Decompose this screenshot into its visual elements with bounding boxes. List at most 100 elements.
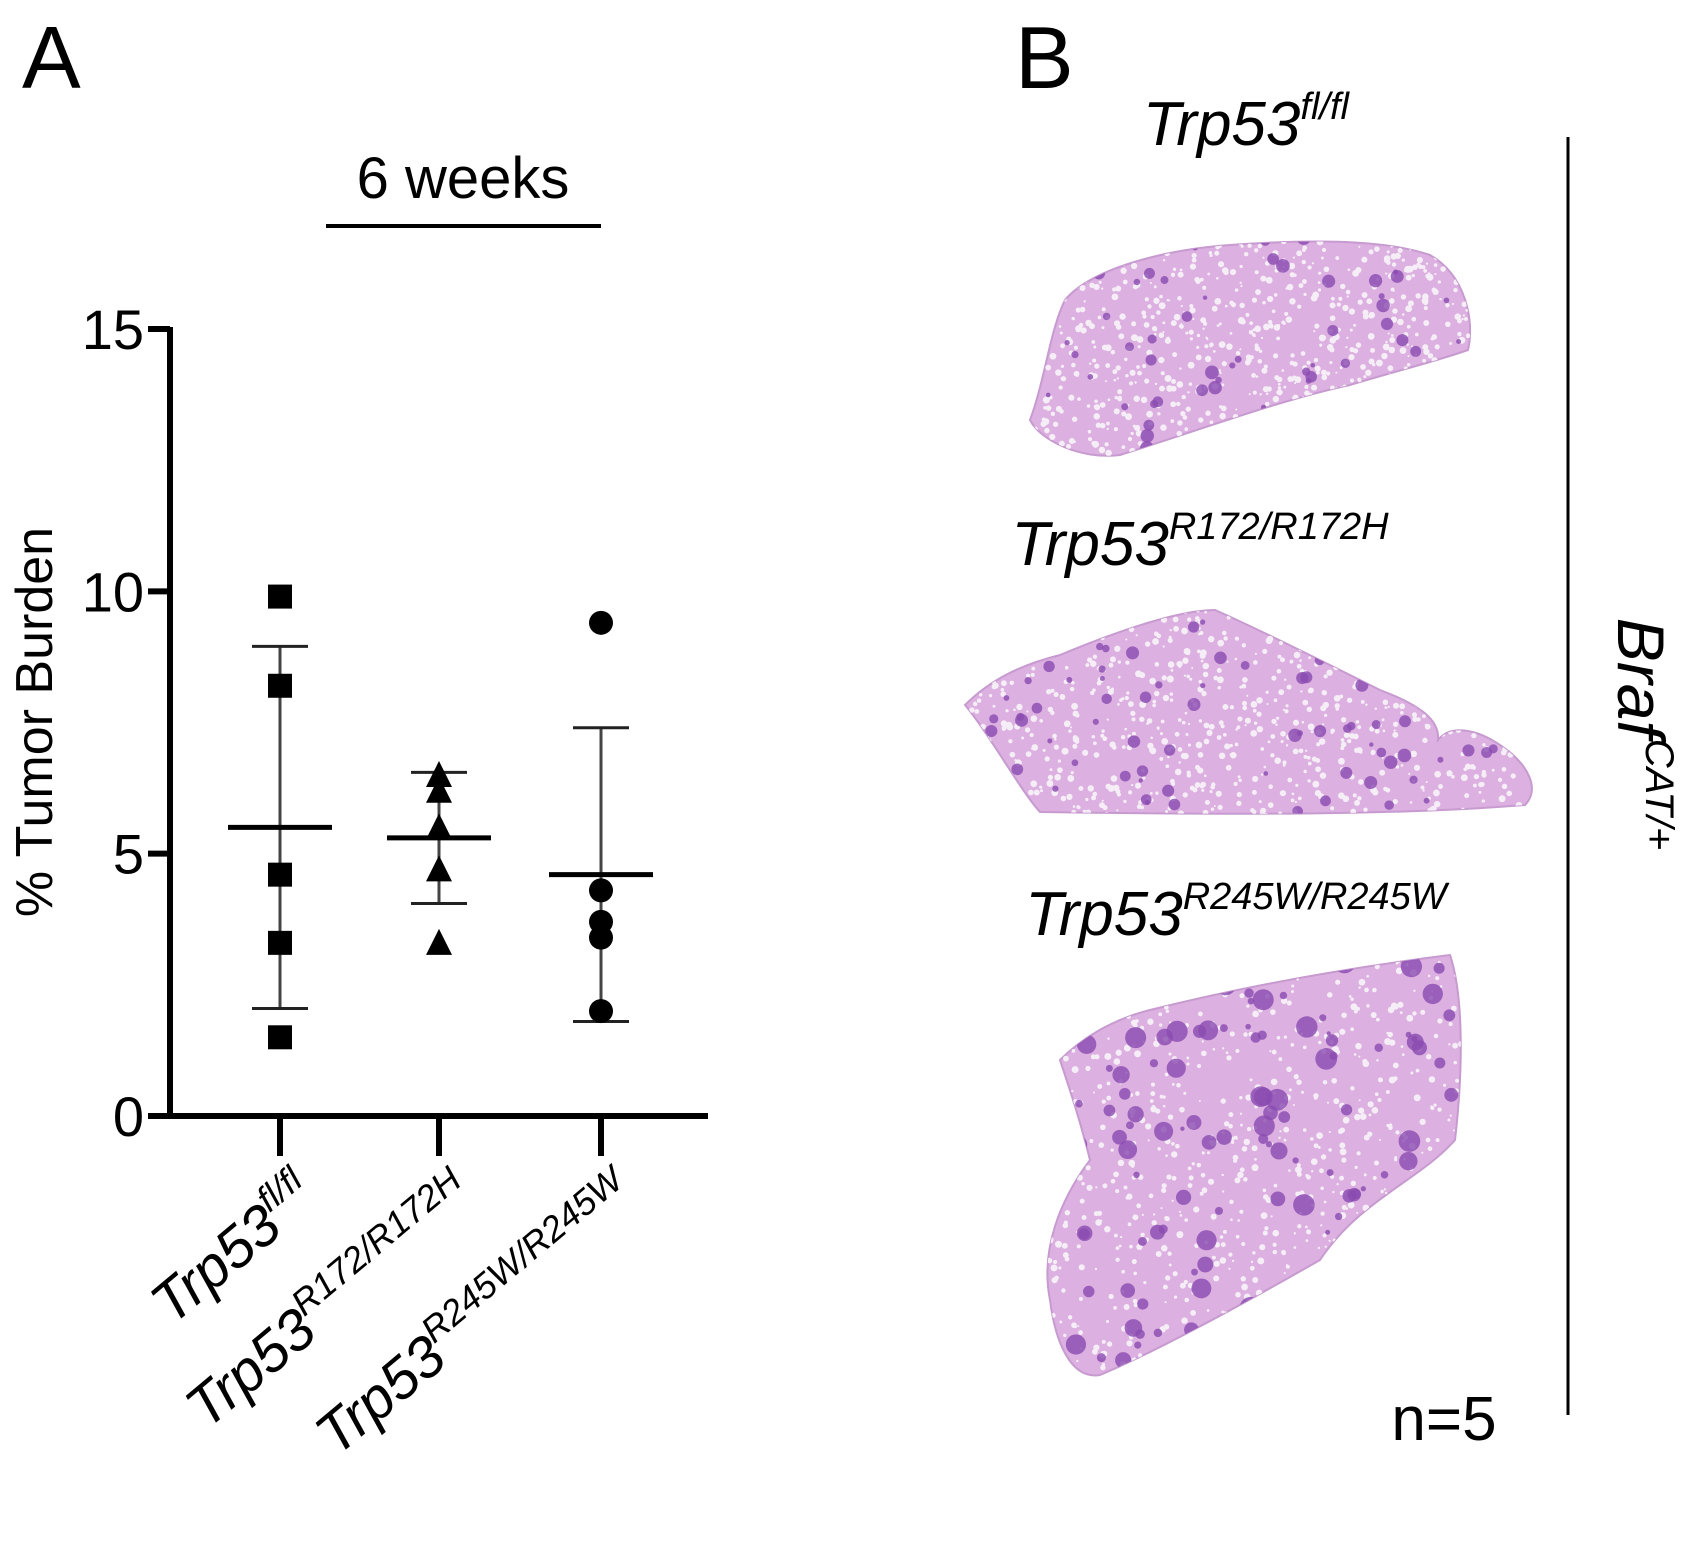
tissue-speck <box>1272 395 1280 403</box>
tissue-speck <box>1030 279 1036 285</box>
tissue-speck <box>1198 719 1203 723</box>
tissue-speck <box>1302 245 1308 251</box>
tissue-speck <box>1310 423 1314 427</box>
tumor-focus <box>1221 452 1233 456</box>
tumor-focus <box>1443 297 1450 304</box>
tumor-focus <box>1126 1121 1134 1130</box>
tissue-speck <box>1306 755 1311 760</box>
tissue-speck <box>1049 983 1056 990</box>
tissue-speck <box>1193 983 1199 988</box>
tissue-speck <box>1200 659 1204 663</box>
tissue-speck <box>1302 617 1307 621</box>
tissue-speck <box>1165 1275 1171 1281</box>
tissue-speck <box>1243 415 1250 422</box>
tissue-speck <box>1063 241 1068 242</box>
tissue-speck <box>1364 635 1372 643</box>
tissue-speck <box>1169 996 1176 1003</box>
tumor-focus <box>1133 1171 1140 1179</box>
tissue-speck <box>1354 650 1362 658</box>
tissue-speck <box>1276 1361 1284 1368</box>
tissue-speck <box>1057 641 1060 645</box>
tissue-speck <box>1062 619 1068 625</box>
tumor-focus <box>1357 1288 1375 1306</box>
tissue-speck <box>1383 1188 1387 1191</box>
tumor-focus <box>1124 1319 1143 1337</box>
tissue-speck <box>1285 287 1289 290</box>
tissue-speck <box>1218 752 1226 760</box>
tissue-speck <box>995 671 1002 678</box>
tissue-speck <box>1125 1196 1129 1200</box>
tissue-speck <box>1428 1076 1436 1083</box>
tumor-focus <box>1192 1024 1207 1038</box>
tissue-speck <box>1428 1315 1432 1319</box>
tissue-speck <box>1177 420 1183 426</box>
tissue-speck <box>1254 456 1257 459</box>
tissue-speck <box>1245 1356 1249 1360</box>
tissue-speck <box>1194 782 1201 788</box>
tumor-focus <box>1209 964 1230 985</box>
tissue-speck <box>1374 616 1381 622</box>
tissue-speck <box>1235 728 1238 731</box>
tissue-speck <box>1124 727 1128 731</box>
tissue-speck <box>1467 440 1471 445</box>
tissue-speck <box>1387 1031 1393 1038</box>
tissue-speck <box>1318 334 1326 342</box>
tissue-speck <box>1381 352 1388 360</box>
tumor-focus <box>1434 1057 1446 1069</box>
tissue-speck <box>1437 1107 1442 1112</box>
side-label: BrafCAT/+ <box>1604 618 1681 851</box>
tissue-speck <box>1075 307 1081 313</box>
tissue-speck <box>1121 411 1127 417</box>
tissue-speck <box>1502 701 1508 708</box>
tissue-speck <box>1354 446 1361 453</box>
tissue-speck <box>1101 1099 1106 1104</box>
tumor-focus <box>976 778 986 787</box>
tissue-speck <box>1265 956 1269 960</box>
tissue-speck <box>1477 722 1484 729</box>
tissue-speck <box>1085 809 1092 814</box>
tumor-focus <box>1139 691 1152 704</box>
tumor-focus <box>1070 241 1077 248</box>
tissue-speck <box>1039 322 1046 329</box>
tumor-focus <box>1187 698 1201 712</box>
tissue-speck <box>1060 693 1064 698</box>
tissue-speck <box>1063 1009 1070 1016</box>
tissue-speck <box>1200 781 1207 788</box>
tissue-speck <box>1343 732 1350 739</box>
tissue-speck <box>1292 748 1299 755</box>
tissue-speck <box>1361 292 1368 299</box>
tissue-speck <box>1107 398 1111 402</box>
tissue-speck <box>1218 322 1222 326</box>
tissue-speck <box>1396 242 1400 247</box>
tissue-speck <box>1227 1322 1233 1329</box>
tissue-speck <box>1045 364 1052 371</box>
tissue-speck <box>1453 241 1460 244</box>
tissue-speck <box>1197 1011 1203 1017</box>
tissue-speck <box>1307 265 1312 270</box>
tissue-speck <box>1464 763 1472 770</box>
tissue-speck <box>1008 739 1013 744</box>
tissue-speck <box>1133 395 1140 402</box>
tissue-speck <box>1362 309 1369 316</box>
tissue-speck <box>1136 1203 1142 1209</box>
tissue-speck <box>1305 619 1308 622</box>
tissue-speck <box>1400 1300 1403 1303</box>
tissue-speck <box>1391 1359 1396 1364</box>
tissue-speck <box>1050 710 1055 716</box>
tissue-speck <box>1185 732 1189 736</box>
tissue-speck <box>1420 696 1423 699</box>
tissue-speck <box>1401 1238 1406 1243</box>
tissue-speck <box>1181 394 1186 400</box>
tissue-speck <box>1392 721 1399 727</box>
tissue-speck <box>1428 655 1433 660</box>
tissue-speck <box>1137 371 1142 375</box>
tumor-focus <box>1306 445 1320 456</box>
tissue-speck <box>1040 789 1043 793</box>
tissue-speck <box>1445 668 1449 672</box>
tissue-speck <box>1316 1132 1323 1139</box>
tissue-speck <box>1353 413 1361 421</box>
tissue-speck <box>1406 362 1411 367</box>
tissue-speck <box>1112 621 1120 628</box>
tissue-speck <box>1237 1171 1244 1179</box>
tumor-focus <box>1087 374 1094 380</box>
